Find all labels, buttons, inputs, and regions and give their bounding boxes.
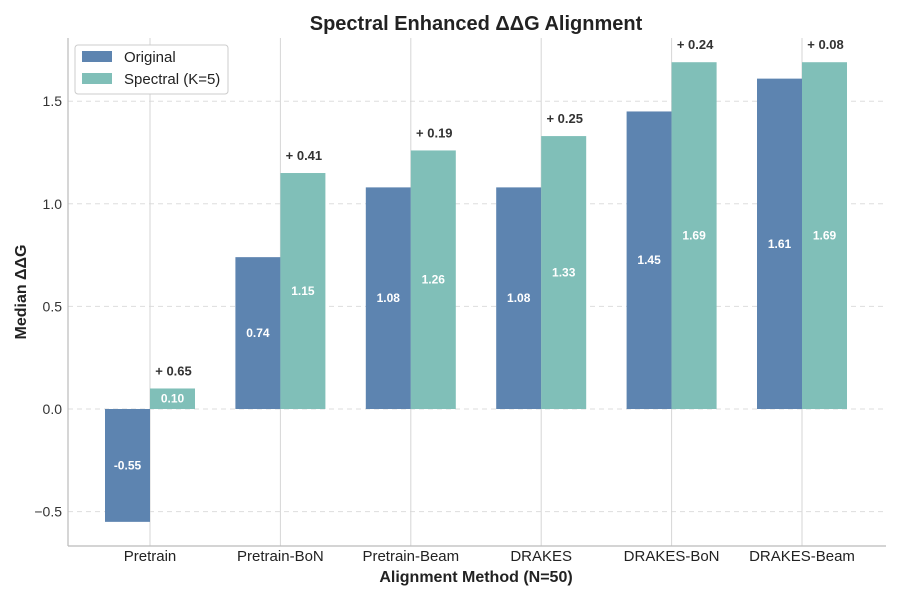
delta-label: + 0.65 — [155, 363, 192, 378]
legend-swatch-original — [82, 51, 112, 62]
bar-value-label: 1.15 — [291, 284, 315, 298]
y-ticks: −0.5 0.0 0.5 1.0 1.5 — [34, 93, 62, 519]
legend-label-original: Original — [124, 49, 176, 66]
bar-original — [235, 257, 281, 409]
bar-spectral — [671, 62, 717, 409]
bar-value-label: -0.55 — [114, 458, 142, 472]
chart-title: Spectral Enhanced ΔΔG Alignment — [310, 13, 643, 35]
x-tick-label: Pretrain-BoN — [237, 548, 324, 565]
bar-labels: -0.55 0.10 + 0.65 0.74 1.15 + 0.41 1.08 1.26 + 0… — [114, 37, 844, 472]
bar-value-label: 0.74 — [246, 326, 270, 340]
y-tick-label: 0.0 — [43, 401, 63, 417]
bar-spectral — [410, 150, 456, 409]
delta-label: + 0.08 — [807, 37, 844, 52]
delta-label: + 0.41 — [286, 148, 323, 163]
delta-label: + 0.24 — [677, 37, 714, 52]
axes — [67, 38, 886, 547]
bar-value-label: 0.10 — [161, 392, 185, 406]
legend-box — [74, 44, 229, 95]
legend-label-spectral: Spectral (K=5) — [124, 71, 220, 88]
legend: Original Spectral (K=5) — [74, 44, 229, 95]
bar-spectral — [541, 136, 587, 410]
x-tick-label: Pretrain-Beam — [362, 548, 459, 565]
y-tick-label: −0.5 — [34, 504, 62, 520]
y-tick-label: 1.5 — [43, 93, 63, 109]
x-tick-label: Pretrain — [124, 548, 177, 565]
bar-spectral — [150, 388, 195, 409]
bars — [105, 62, 847, 522]
bar-value-label: 1.61 — [768, 237, 792, 251]
bar-original — [365, 187, 411, 409]
bar-value-label: 1.69 — [813, 229, 837, 243]
bar-original — [496, 187, 542, 409]
bar-spectral — [280, 173, 326, 409]
legend-swatch-spectral — [82, 73, 112, 84]
y-axis-label: Median ΔΔG — [13, 244, 30, 339]
bar-value-label: 1.69 — [682, 229, 706, 243]
bar-original — [626, 111, 672, 410]
bar-value-label: 1.26 — [422, 273, 446, 287]
x-ticks: Pretrain Pretrain-BoN Pretrain-Beam DRAKES D… — [124, 548, 855, 565]
bar-spectral — [802, 62, 847, 409]
x-tick-label: DRAKES-Beam — [749, 548, 855, 565]
y-tick-label: 0.5 — [43, 298, 63, 314]
x-axis-label: Alignment Method (N=50) — [379, 569, 572, 586]
x-tick-label: DRAKES-BoN — [624, 548, 720, 565]
delta-label: + 0.25 — [546, 111, 583, 126]
x-tick-label: DRAKES — [510, 548, 572, 565]
grid-lines — [68, 100, 886, 513]
bar-value-label: 1.33 — [552, 266, 576, 280]
y-tick-label: 1.0 — [43, 196, 63, 212]
bar-value-label: 1.08 — [377, 291, 401, 305]
bar-value-label: 1.08 — [507, 291, 531, 305]
delta-label: + 0.19 — [416, 125, 453, 140]
bar-original — [757, 78, 802, 410]
bar-value-label: 1.45 — [637, 253, 661, 267]
bar-original — [105, 409, 150, 522]
